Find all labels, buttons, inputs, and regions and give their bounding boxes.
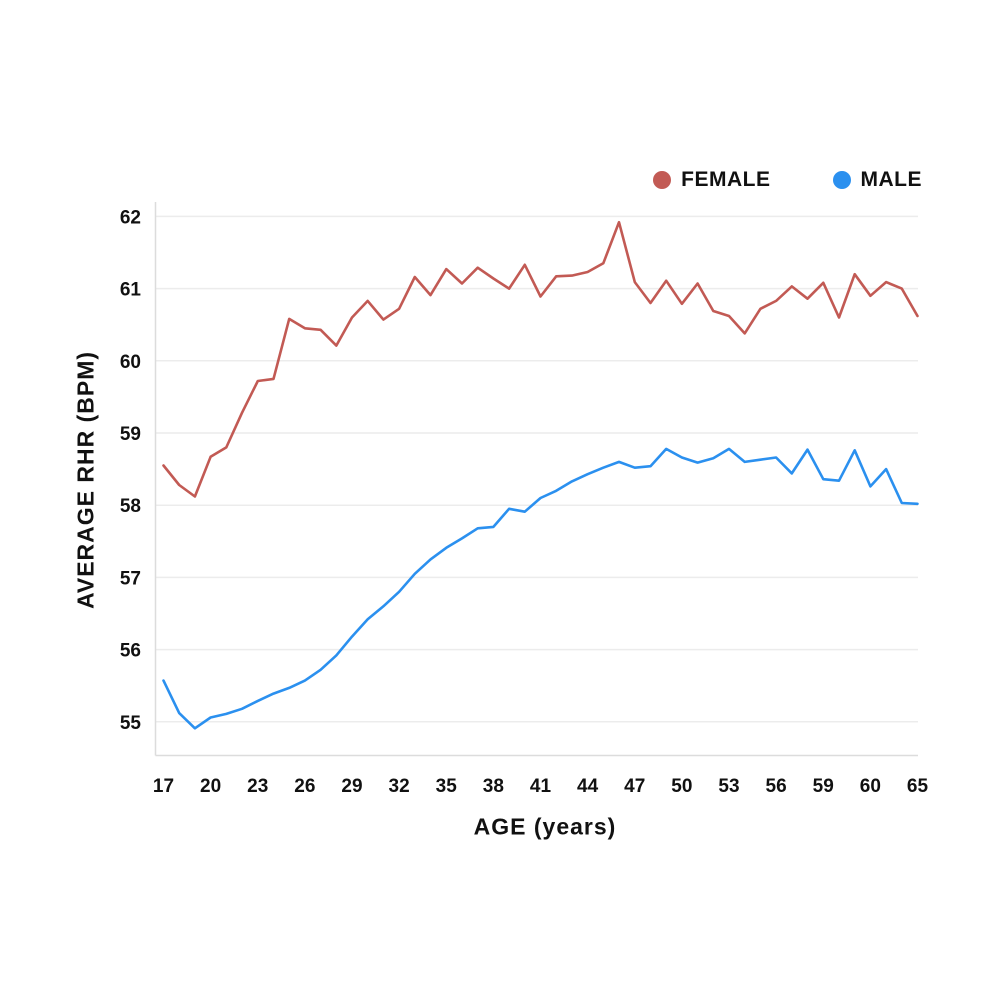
x-tick-label-26: 26 <box>294 776 315 797</box>
male-legend-label: MALE <box>860 168 922 191</box>
x-tick-label-41: 41 <box>530 776 552 797</box>
x-tick-label-23: 23 <box>247 776 268 797</box>
female-legend-label: FEMALE <box>681 168 771 191</box>
female-line <box>162 220 919 498</box>
female-legend-dot-icon <box>653 171 672 189</box>
x-tick-label-29: 29 <box>341 776 362 797</box>
x-tick-label-50: 50 <box>671 776 692 797</box>
y-axis-title: AVERAGE RHR (BPM) <box>72 350 99 610</box>
legend: FEMALE MALE <box>653 168 922 192</box>
y-tick-label-55: 55 <box>120 713 142 734</box>
x-tick-label-20: 20 <box>200 776 221 797</box>
x-tick-label-32: 32 <box>389 776 410 797</box>
x-tick-label-35: 35 <box>436 776 458 797</box>
y-tick-label-57: 57 <box>120 568 141 589</box>
x-axis-title: AGE (years) <box>473 813 617 840</box>
legend-item-female: FEMALE <box>653 168 770 192</box>
x-tick-label-53: 53 <box>718 776 739 797</box>
y-tick-label-62: 62 <box>120 207 141 228</box>
x-tick-label-65: 65 <box>907 776 929 797</box>
x-tick-label-60: 60 <box>860 776 881 797</box>
male-legend-dot-icon <box>832 171 851 189</box>
y-tick-label-58: 58 <box>120 496 141 517</box>
y-tick-label-56: 56 <box>120 641 141 662</box>
y-tick-label-61: 61 <box>120 280 142 301</box>
x-tick-label-59: 59 <box>813 776 834 797</box>
y-tick-label-60: 60 <box>120 352 141 373</box>
male-line <box>162 447 919 730</box>
x-tick-label-17: 17 <box>153 776 174 797</box>
x-tick-label-38: 38 <box>483 776 504 797</box>
x-tick-label-44: 44 <box>577 776 599 797</box>
x-tick-label-47: 47 <box>624 776 645 797</box>
legend-item-male: MALE <box>832 168 923 192</box>
y-tick-label-59: 59 <box>120 424 141 445</box>
x-tick-label-56: 56 <box>766 776 787 797</box>
